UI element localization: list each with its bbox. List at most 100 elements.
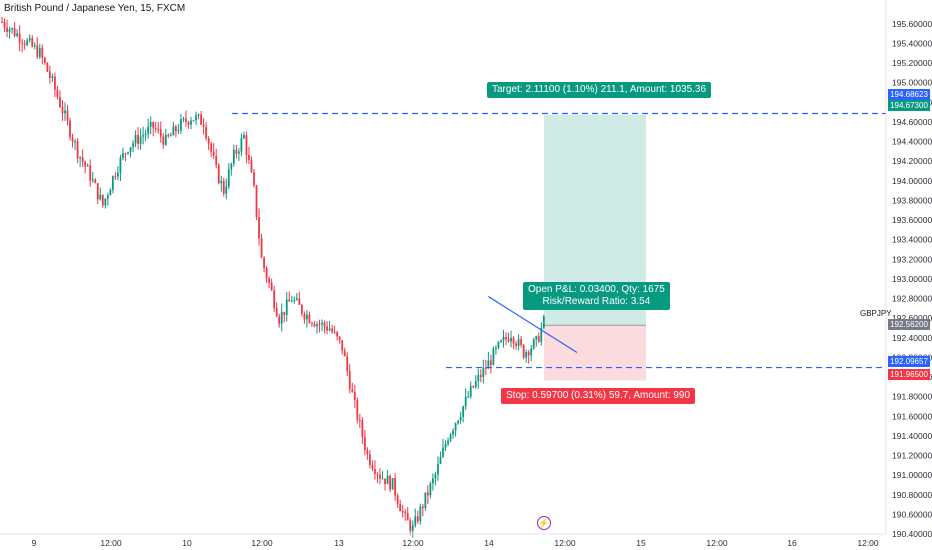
candle-body	[527, 351, 530, 356]
candle-body	[159, 129, 162, 137]
candle-body	[505, 336, 507, 340]
y-tick-label: 192.40000	[892, 333, 932, 343]
y-tick-label: 193.20000	[892, 254, 932, 264]
price-tag-target: 194.67300	[888, 100, 930, 111]
stop-zone	[544, 325, 646, 381]
stop-label: Stop: 0.59700 (0.31%) 59.7, Amount: 990	[501, 388, 696, 404]
candle-body	[149, 122, 152, 127]
candle-body	[333, 331, 336, 333]
candle-body	[371, 465, 374, 469]
target-label: Target: 2.11100 (1.10%) 211.1, Amount: 1…	[487, 82, 712, 98]
candle-body	[348, 371, 351, 390]
y-tick-label: 195.20000	[892, 58, 932, 68]
candle-body	[489, 360, 492, 365]
candle-body	[210, 143, 213, 152]
candle-body	[109, 189, 112, 196]
y-tick-label: 195.60000	[892, 19, 932, 29]
candle-body	[515, 343, 517, 346]
x-tick-label: 12:00	[554, 538, 576, 548]
candle-body	[11, 28, 13, 30]
candle-body	[280, 311, 283, 324]
candle-body	[192, 120, 195, 122]
candle-body	[540, 327, 543, 342]
candle-body	[237, 151, 240, 154]
candle-body	[323, 322, 326, 327]
y-tick-label: 191.00000	[892, 470, 932, 480]
candle-body	[154, 127, 157, 130]
candle-body	[245, 135, 248, 156]
candle-body	[363, 437, 366, 451]
candle-body	[414, 516, 417, 526]
candle-body	[374, 468, 376, 475]
candle-body	[51, 76, 54, 78]
risk-reward-text: Risk/Reward Ratio: 3.54	[542, 296, 651, 307]
candle-body	[512, 337, 515, 344]
candle-body	[401, 511, 404, 513]
candle-body	[338, 336, 341, 341]
candle-body	[137, 134, 139, 144]
candle-body	[169, 135, 172, 137]
candle-body	[157, 129, 160, 131]
y-tick-label: 194.00000	[892, 176, 932, 186]
y-tick-label: 194.40000	[892, 137, 932, 147]
candle-body	[522, 344, 525, 358]
candle-body	[321, 322, 323, 325]
candle-body	[316, 324, 318, 327]
candle-body	[454, 423, 457, 431]
candle-body	[399, 503, 402, 512]
candle-body	[303, 313, 306, 320]
x-tick-label: 13	[334, 538, 344, 548]
candle-body	[260, 238, 263, 258]
candle-body	[3, 21, 6, 28]
y-tick-label: 195.40000	[892, 38, 932, 48]
candle-body	[195, 115, 197, 121]
candle-body	[46, 62, 49, 72]
x-tick-label: 15	[636, 538, 646, 548]
lightning-icon[interactable]: ⚡	[537, 516, 551, 530]
candle-body	[124, 153, 127, 155]
candle-body	[384, 478, 386, 485]
candle-body	[114, 176, 117, 178]
candle-body	[255, 185, 258, 218]
candle-body	[288, 299, 291, 302]
candle-body	[381, 478, 384, 480]
candle-body	[358, 419, 361, 421]
y-tick-label: 190.80000	[892, 490, 932, 500]
candle-body	[21, 42, 24, 44]
candle-body	[270, 282, 273, 291]
candle-body	[411, 525, 414, 531]
candle-body	[346, 356, 349, 372]
candle-body	[76, 141, 79, 159]
x-tick-label: 12:00	[251, 538, 273, 548]
candle-body	[331, 328, 334, 332]
candle-body	[16, 33, 19, 36]
candle-body	[482, 367, 485, 378]
candle-body	[185, 118, 187, 123]
candle-body	[119, 157, 122, 173]
candle-body	[220, 180, 223, 184]
candle-body	[162, 136, 165, 145]
candle-body	[336, 331, 339, 337]
y-tick-label: 192.60000	[892, 313, 932, 323]
symbol-label: GBPJPY	[860, 309, 892, 318]
candle-body	[268, 278, 271, 283]
x-tick-label: 12:00	[857, 538, 879, 548]
candle-body	[472, 386, 475, 388]
candle-body	[174, 126, 177, 132]
candle-body	[248, 155, 250, 161]
candle-body	[84, 161, 87, 167]
candle-body	[66, 110, 69, 121]
candle-body	[507, 339, 510, 342]
x-tick-label: 10	[182, 538, 192, 548]
candle-body	[444, 444, 447, 448]
candle-body	[313, 324, 316, 327]
candle-body	[8, 29, 11, 32]
candle-body	[230, 163, 233, 170]
candle-body	[379, 474, 381, 479]
y-tick-label: 191.60000	[892, 411, 932, 421]
candle-body	[328, 328, 331, 331]
candle-body	[487, 360, 490, 369]
candle-body	[283, 311, 286, 315]
candle-body	[298, 298, 301, 305]
